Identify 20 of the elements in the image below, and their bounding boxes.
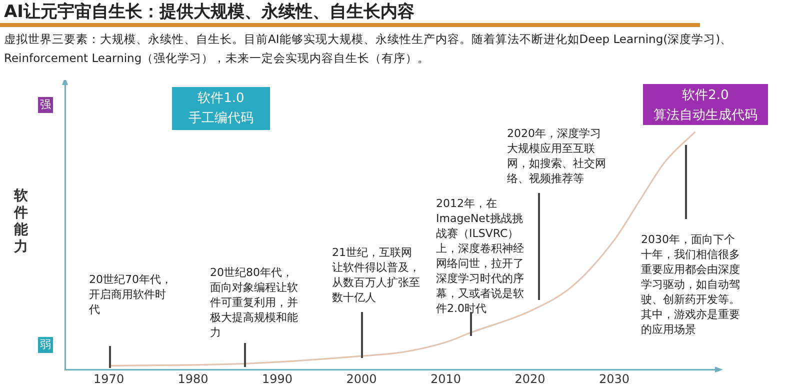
x-tick-label: 2010 bbox=[430, 372, 462, 386]
x-tick-label: 1980 bbox=[178, 372, 208, 386]
chart-title: AI让元宇宙自生长：提供大规模、永续性、自生长内容 bbox=[4, 1, 414, 23]
x-tick-label: 2000 bbox=[346, 372, 377, 386]
annotation: 20世纪70年代，开启商用软件时代 bbox=[89, 272, 173, 317]
x-tick-label: 2020 bbox=[514, 372, 546, 386]
chart-subtitle: 虚拟世界三要素：大规模、永续性、自生长。目前AI能够实现大规模、永续性生产内容。随着算法不断进化如Deep Learning(深度学习)、Reinforcement Learning（强化学习），未来一定会实现内容自生长（有序）。 bbox=[4, 31, 734, 67]
annotation: 20世纪80年代，面向对象编程让软件可重复利用，并极大提高规模和能力 bbox=[210, 265, 299, 340]
annotation: 2030年，面向下个十年，我们相信很多重要应用都会由深度学习驱动，如自动驾驶、创新药开发等。其中，游戏亦是重要的应用场景 bbox=[641, 232, 741, 337]
x-tick-label: 2030 bbox=[598, 372, 630, 386]
text: 强 bbox=[38, 97, 53, 113]
annotation: 2012年，在ImageNet挑战挑战赛（ILSVRC）上，深度卷积神经网络问世，拉开了深度学习时代的序幕，又或者说是软件2.0时代 bbox=[436, 196, 524, 316]
text: 弱 bbox=[38, 337, 53, 353]
y-axis-title: 软件能力 bbox=[12, 188, 29, 256]
x-tick-label: 1990 bbox=[262, 372, 293, 386]
annotation: 21世纪，互联网让软件得以普及，从数百万人扩张至数十亿人 bbox=[332, 245, 421, 305]
text: 软件2.0 算法自动生成代码 bbox=[643, 84, 768, 125]
text: 软件1.0 手工编代码 bbox=[172, 87, 270, 130]
annotation: 2020年，深度学习大规模应用至互联网，如搜索、社交网络、视频推荐等 bbox=[507, 126, 607, 186]
x-tick-label: 1970 bbox=[94, 372, 124, 386]
